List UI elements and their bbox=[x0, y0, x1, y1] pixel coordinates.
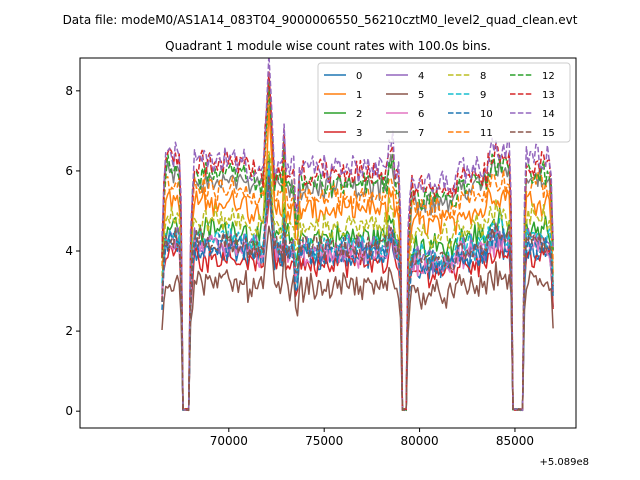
series-line-12 bbox=[161, 81, 554, 412]
y-tick-label: 4 bbox=[65, 244, 73, 258]
legend-label-6: 6 bbox=[418, 109, 424, 120]
y-tick-label: 2 bbox=[65, 324, 73, 338]
series-line-14 bbox=[161, 58, 554, 412]
legend-label-3: 3 bbox=[356, 128, 362, 139]
legend-label-14: 14 bbox=[542, 109, 555, 120]
x-tick-label: 80000 bbox=[400, 434, 438, 448]
legend-label-4: 4 bbox=[418, 71, 424, 82]
figure-suptitle: Data file: modeM0/AS1A14_083T04_90000065… bbox=[63, 13, 578, 27]
y-tick-label: 0 bbox=[65, 404, 73, 418]
legend-label-9: 9 bbox=[480, 90, 486, 101]
legend-label-11: 11 bbox=[480, 128, 493, 139]
legend-label-1: 1 bbox=[356, 90, 362, 101]
series-line-15 bbox=[161, 175, 554, 412]
legend-label-12: 12 bbox=[542, 71, 555, 82]
x-tick-label: 75000 bbox=[305, 434, 343, 448]
legend-label-5: 5 bbox=[418, 90, 424, 101]
plot-frame bbox=[79, 57, 577, 429]
series-line-13 bbox=[161, 71, 554, 411]
y-tick-label: 6 bbox=[65, 164, 73, 178]
legend-label-8: 8 bbox=[480, 71, 486, 82]
legend-box bbox=[317, 62, 571, 143]
legend-label-2: 2 bbox=[356, 109, 362, 120]
series-line-10 bbox=[161, 175, 554, 411]
legend-label-15: 15 bbox=[542, 128, 555, 139]
series-line-5 bbox=[161, 225, 554, 411]
legend-label-7: 7 bbox=[418, 128, 424, 139]
x-tick-label: 85000 bbox=[496, 434, 534, 448]
series-line-8 bbox=[161, 150, 554, 412]
x-tick-label: 70000 bbox=[210, 434, 248, 448]
chart-title: Quadrant 1 module wise count rates with … bbox=[165, 39, 491, 53]
y-tick-label: 8 bbox=[65, 84, 73, 98]
legend-label-13: 13 bbox=[542, 90, 555, 101]
legend-label-10: 10 bbox=[480, 109, 493, 120]
series-line-7 bbox=[161, 85, 554, 412]
legend-label-0: 0 bbox=[356, 71, 362, 82]
x-offset-label: +5.089e8 bbox=[539, 457, 589, 468]
